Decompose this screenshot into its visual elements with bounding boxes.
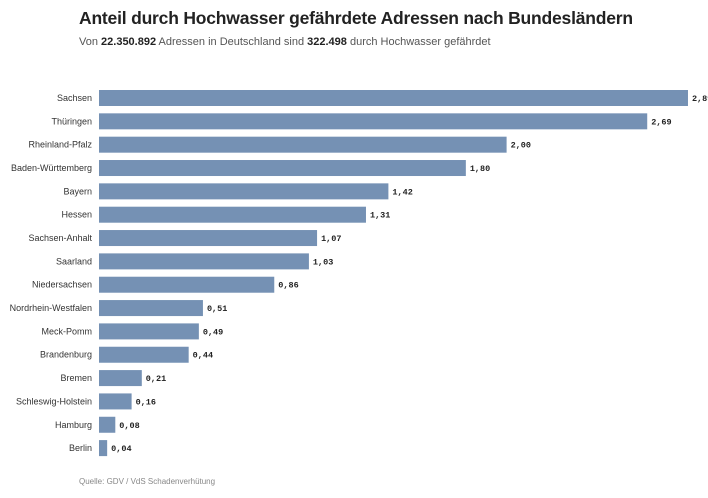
value-label: 0,08 <box>119 421 139 431</box>
category-label: Thüringen <box>51 116 92 126</box>
category-label: Sachsen <box>57 93 92 103</box>
value-label: 2,89 <box>692 94 708 104</box>
subtitle-count: 322.498 <box>307 36 347 48</box>
category-label: Baden-Württemberg <box>11 163 92 173</box>
value-label: 0,49 <box>203 327 223 337</box>
subtitle-middle: Adressen in Deutschland sind <box>156 36 308 48</box>
bar-hamburg <box>99 416 116 433</box>
value-label: 1,07 <box>321 234 341 244</box>
subtitle-total: 22.350.892 <box>101 36 157 48</box>
bar-rheinland-pfalz <box>99 136 507 153</box>
category-label: Schleswig-Holstein <box>16 396 92 406</box>
value-label: 1,42 <box>392 187 412 197</box>
category-label: Meck-Pomm <box>41 326 92 336</box>
bar-nordrhein-westfalen <box>99 300 203 317</box>
category-label: Bayern <box>63 186 92 196</box>
category-label: Rheinland-Pfalz <box>28 140 92 150</box>
category-label: Berlin <box>69 443 92 453</box>
value-label: 0,21 <box>146 374 166 384</box>
category-label: Saarland <box>56 256 92 266</box>
bar-meck-pomm <box>99 323 199 340</box>
category-label: Nordrhein-Westfalen <box>10 303 92 313</box>
bar-sachsen <box>99 90 688 106</box>
value-label: 2,69 <box>651 117 671 127</box>
bar-bremen <box>99 370 142 387</box>
bar-th-ringen <box>99 113 648 130</box>
value-label: 0,04 <box>111 444 131 454</box>
category-label: Brandenburg <box>40 350 92 360</box>
subtitle-suffix: durch Hochwasser gefährdet <box>346 36 491 48</box>
chart-title: Anteil durch Hochwasser gefährdete Adres… <box>79 8 633 28</box>
category-label: Niedersachsen <box>32 280 92 290</box>
subtitle-prefix: Von <box>79 36 102 48</box>
bar-hessen <box>99 206 366 223</box>
bar-brandenburg <box>99 346 189 363</box>
chart-subtitle: Von 22.350.892 Adressen in Deutschland s… <box>79 36 491 48</box>
value-label: 1,31 <box>370 211 390 221</box>
value-label: 1,80 <box>470 164 490 174</box>
bar-bayern <box>99 183 389 200</box>
value-label: 2,00 <box>511 141 531 151</box>
bar-saarland <box>99 253 309 270</box>
bar-berlin <box>99 440 108 457</box>
bar-sachsen-anhalt <box>99 230 318 247</box>
bar-baden-w-rttemberg <box>99 160 466 177</box>
bar-niedersachsen <box>99 276 275 293</box>
source-note: Quelle: GDV / VdS Schadenverhütung <box>79 477 216 486</box>
bar-schleswig-holstein <box>99 393 132 410</box>
value-label: 0,86 <box>278 281 298 291</box>
value-label: 0,51 <box>207 304 227 314</box>
category-label: Hamburg <box>55 420 92 430</box>
value-label: 0,44 <box>193 351 213 361</box>
category-label: Bremen <box>60 373 92 383</box>
category-label: Hessen <box>61 210 92 220</box>
category-label: Sachsen-Anhalt <box>28 233 92 243</box>
value-label: 1,03 <box>313 257 333 267</box>
value-label: 0,16 <box>136 397 156 407</box>
